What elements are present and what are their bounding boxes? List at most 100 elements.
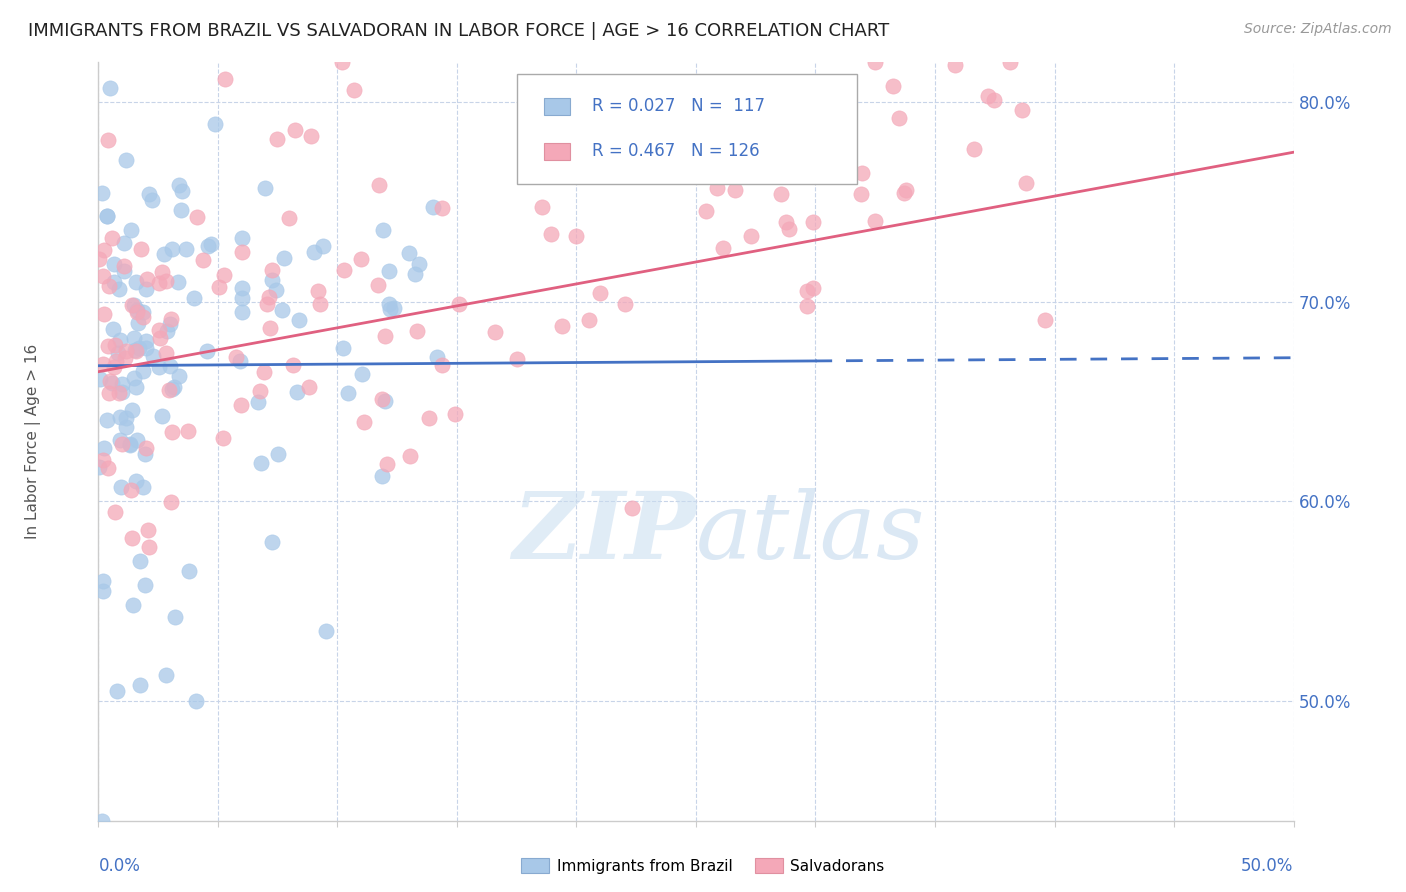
Point [155, 274, 177, 288]
Point [353, 415, 375, 429]
Point [200, 236, 222, 251]
Point [273, 251, 295, 265]
Point [101, 321, 124, 335]
Point [114, 420, 136, 434]
Point [796, 284, 818, 298]
Point [343, 83, 366, 97]
Point [91, 574, 114, 589]
Point [231, 244, 253, 259]
Point [695, 204, 717, 219]
Point [332, 342, 354, 356]
Point [159, 495, 181, 509]
Point [426, 350, 449, 364]
Point [112, 260, 135, 274]
Point [127, 316, 149, 330]
Point [142, 349, 165, 363]
Point [120, 223, 142, 237]
Point [91, 269, 114, 284]
Point [134, 447, 156, 461]
Point [112, 264, 135, 278]
Point [104, 338, 127, 352]
Point [225, 350, 247, 364]
Text: atlas: atlas [696, 488, 925, 577]
Point [149, 331, 172, 345]
Point [977, 89, 1000, 103]
Point [260, 273, 283, 287]
Point [93, 307, 115, 321]
Point [408, 257, 430, 271]
Point [963, 142, 986, 156]
Point [775, 214, 797, 228]
Point [262, 535, 284, 549]
Point [177, 564, 200, 578]
Point [165, 610, 187, 624]
Point [138, 187, 160, 202]
Point [375, 457, 398, 471]
Point [160, 242, 183, 256]
Point [172, 184, 194, 198]
Point [540, 227, 562, 241]
Point [159, 359, 181, 373]
Point [404, 268, 426, 282]
Point [281, 358, 304, 372]
Point [103, 275, 125, 289]
Point [430, 201, 453, 215]
Point [115, 823, 138, 838]
Point [155, 668, 177, 682]
Point [96, 209, 118, 223]
Point [367, 278, 389, 293]
Point [108, 386, 131, 401]
Point [97, 385, 120, 400]
Point [129, 242, 152, 256]
Point [589, 285, 612, 300]
Point [204, 117, 226, 131]
Point [152, 409, 174, 423]
Point [278, 211, 301, 225]
Point [333, 262, 356, 277]
Text: 50.0%: 50.0% [1241, 856, 1294, 874]
Point [1011, 103, 1033, 118]
Point [96, 413, 118, 427]
Point [91, 357, 114, 371]
Point [159, 311, 181, 326]
Point [121, 298, 143, 312]
Point [136, 523, 159, 537]
Point [93, 441, 115, 455]
Point [506, 351, 529, 366]
Point [155, 346, 177, 360]
Point [115, 153, 138, 168]
Point [101, 231, 124, 245]
Point [212, 268, 235, 283]
Point [443, 408, 465, 422]
Point [259, 320, 281, 334]
Point [101, 376, 124, 390]
Point [111, 377, 134, 392]
Point [231, 291, 253, 305]
Point [550, 162, 572, 177]
Point [406, 324, 429, 338]
Point [107, 345, 129, 359]
Point [368, 178, 391, 192]
Point [352, 367, 374, 381]
Point [153, 247, 176, 261]
Point [148, 276, 170, 290]
Point [249, 384, 271, 398]
Point [167, 178, 190, 193]
Point [110, 434, 132, 448]
Point [231, 398, 253, 412]
Point [195, 343, 218, 358]
Point [398, 245, 420, 260]
Text: Source: ZipAtlas.com: Source: ZipAtlas.com [1244, 22, 1392, 37]
Point [107, 282, 129, 296]
Point [1033, 313, 1056, 327]
Point [614, 297, 637, 311]
Point [115, 411, 138, 425]
Point [247, 394, 270, 409]
Point [302, 245, 325, 260]
Point [575, 139, 598, 153]
Point [124, 331, 146, 345]
Point [270, 303, 292, 318]
Point [174, 242, 197, 256]
Point [983, 93, 1005, 107]
Point [162, 382, 184, 396]
